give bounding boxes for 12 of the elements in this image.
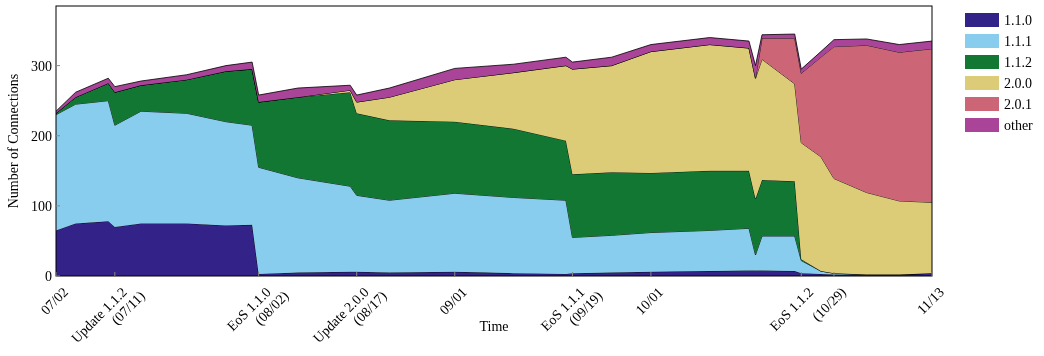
legend-label: 1.1.2: [1004, 54, 1032, 70]
y-axis-title: Number of Connections: [6, 73, 21, 209]
y-tick-label: 300: [31, 58, 52, 74]
y-tick-label: 100: [31, 198, 52, 214]
legend-label: 1.1.0: [1004, 12, 1032, 28]
x-axis-title: Time: [479, 319, 509, 334]
y-tick-label: 0: [45, 268, 52, 284]
legend-label: other: [1004, 117, 1034, 133]
legend-label: 1.1.1: [1004, 33, 1032, 49]
legend-label: 2.0.0: [1004, 75, 1032, 91]
legend-label: 2.0.1: [1004, 96, 1032, 112]
y-tick-label: 200: [31, 128, 52, 144]
